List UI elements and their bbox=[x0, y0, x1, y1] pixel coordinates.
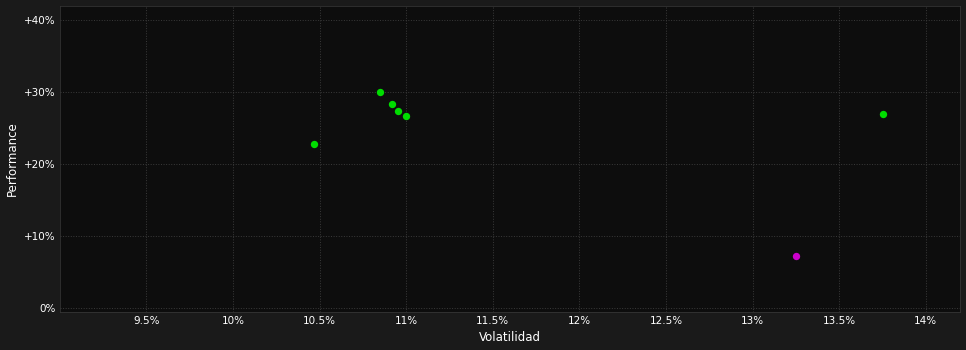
Y-axis label: Performance: Performance bbox=[6, 121, 18, 196]
Point bbox=[399, 113, 414, 119]
Point bbox=[788, 253, 804, 259]
Point bbox=[373, 89, 388, 95]
X-axis label: Volatilidad: Volatilidad bbox=[479, 331, 541, 344]
Point bbox=[390, 108, 406, 113]
Point bbox=[384, 102, 400, 107]
Point bbox=[307, 141, 323, 147]
Point bbox=[875, 112, 891, 117]
